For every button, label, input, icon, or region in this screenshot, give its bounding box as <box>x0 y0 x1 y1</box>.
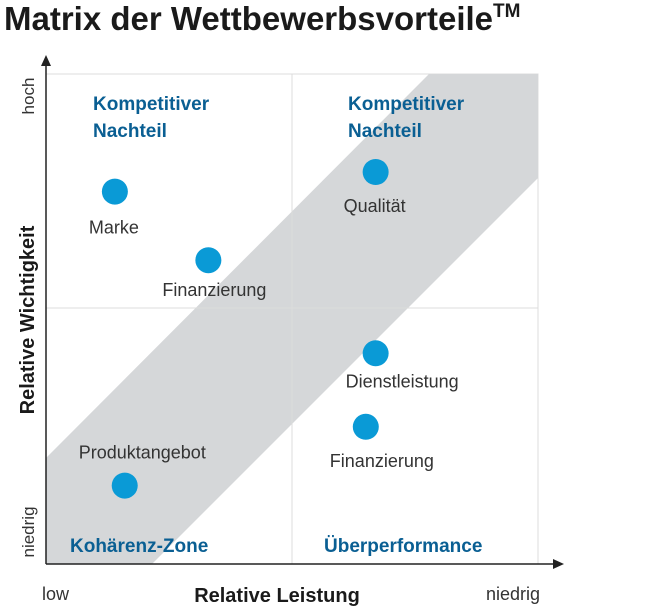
point-label: Dienstleistung <box>346 371 459 391</box>
point-label: Finanzierung <box>162 280 266 300</box>
point-marker <box>111 472 138 499</box>
x-axis-title: Relative Leistung <box>194 585 360 607</box>
point-marker <box>362 159 389 185</box>
quadrant-label-bottom-left: Kohärenz-Zone <box>70 536 208 557</box>
y-tick-high: hoch <box>19 78 38 115</box>
point-label: Marke <box>89 218 139 238</box>
point-label: Qualität <box>344 196 406 216</box>
quadrant-label-top-right: Kompetitiver Nachteil <box>348 94 469 142</box>
point-label: Produktangebot <box>79 443 206 463</box>
x-tick-low: low <box>42 584 70 604</box>
y-axis-title: Relative Wichtigkeit <box>17 225 39 414</box>
y-axis-arrow <box>41 55 51 66</box>
point-marker <box>101 178 128 205</box>
chart-title: Matrix der WettbewerbsvorteileTM <box>4 0 520 37</box>
quadrant-label-top-left: Kompetitiver Nachteil <box>93 94 214 142</box>
data-points: Marke Finanzierung Qualität Dienstleistung F… <box>79 159 459 499</box>
point-label: Finanzierung <box>330 451 434 471</box>
quadrant-label-bottom-right: Überperformance <box>324 536 482 557</box>
point-marker <box>352 413 379 440</box>
point-marker <box>362 340 389 367</box>
x-axis-arrow <box>553 559 564 569</box>
point-marker <box>195 247 222 274</box>
x-tick-high: niedrig <box>486 584 540 604</box>
y-tick-low: niedrig <box>19 506 38 557</box>
